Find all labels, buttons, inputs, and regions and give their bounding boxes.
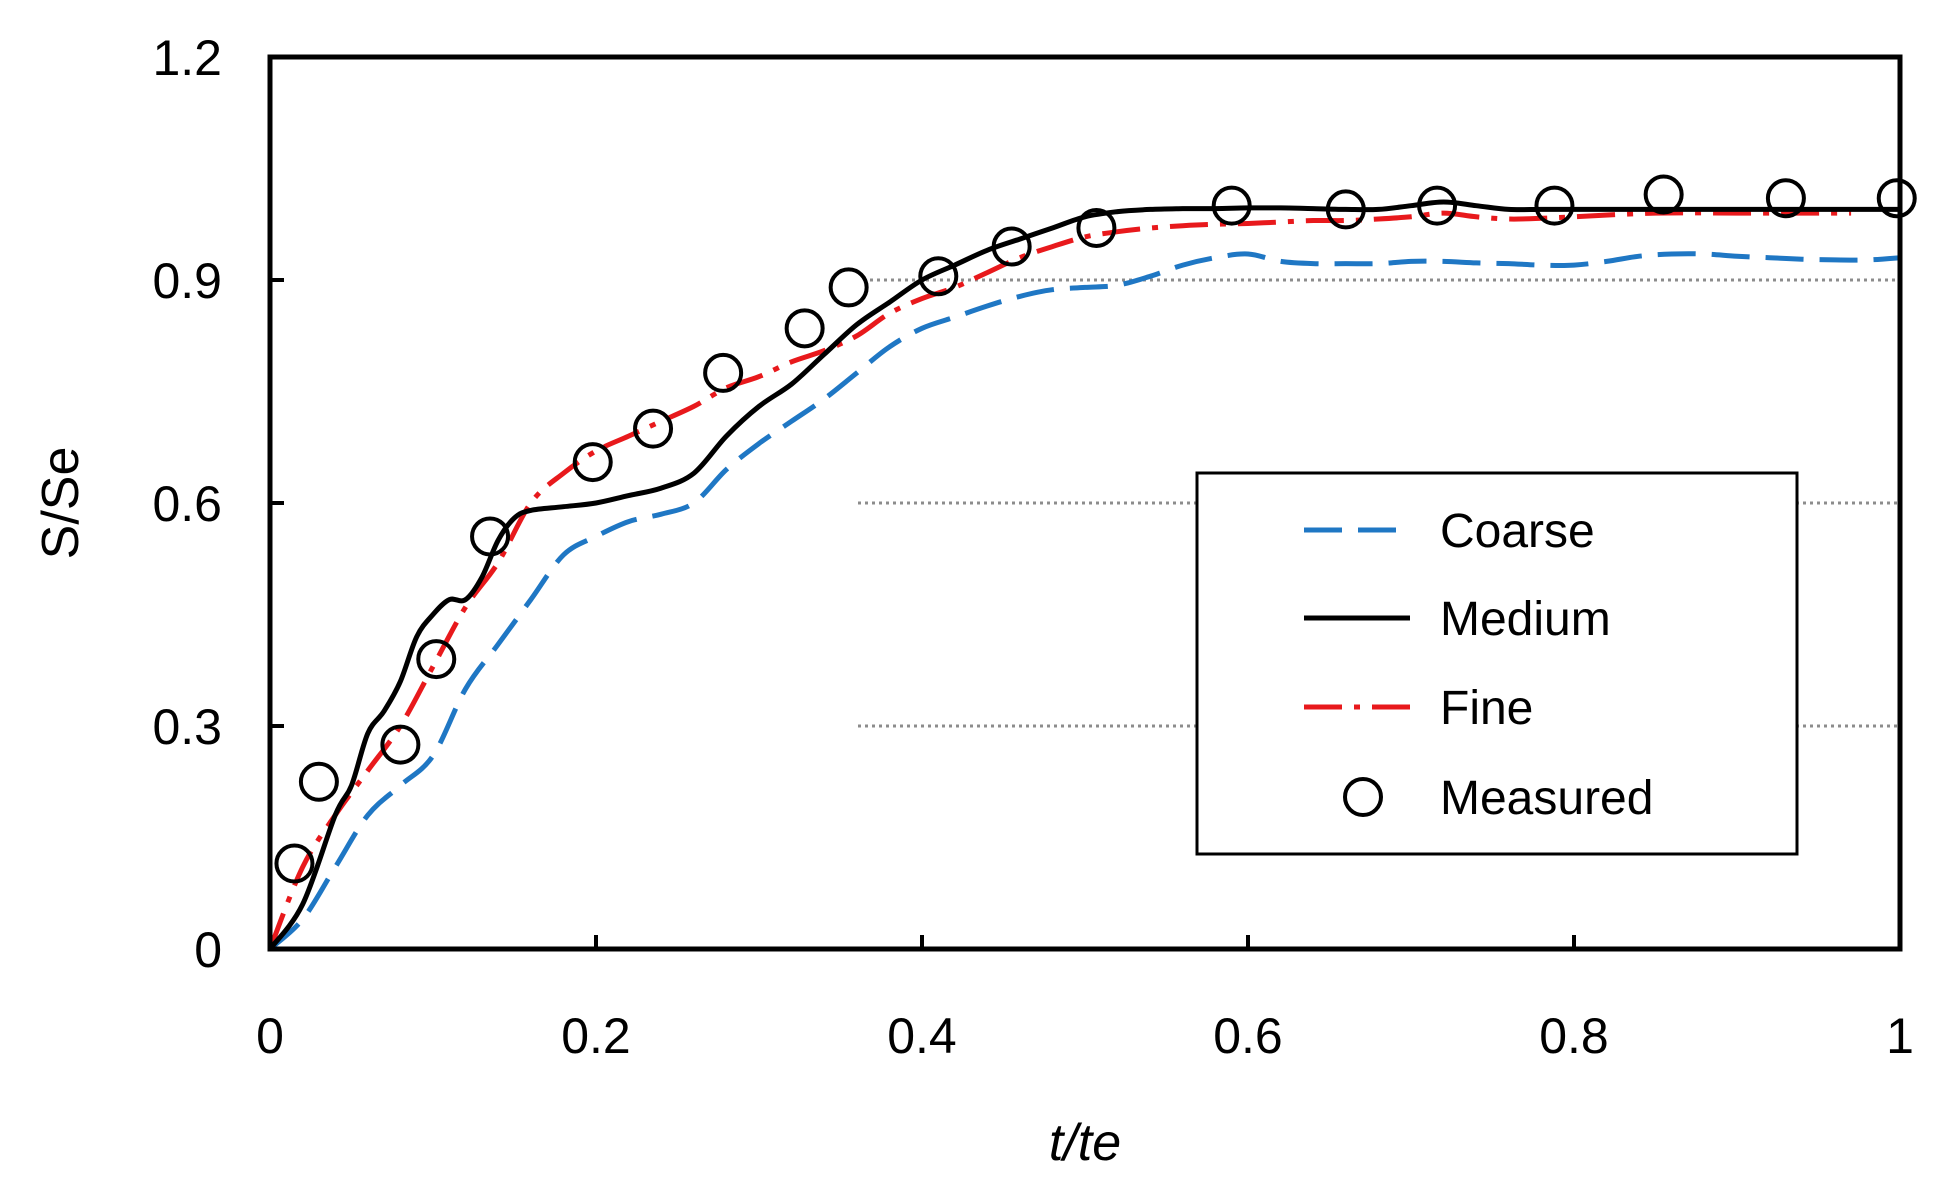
measured-point (1417, 185, 1458, 226)
x-tick-label: 0.6 (1213, 1008, 1283, 1064)
measured-point (1076, 207, 1117, 248)
series-line-fine (267, 210, 1852, 950)
x-tick-label: 0.8 (1539, 1008, 1609, 1064)
measured-point (1876, 178, 1917, 219)
measured-point (298, 761, 339, 802)
x-tick-label: 1 (1886, 1008, 1914, 1064)
measured-point (416, 639, 457, 680)
x-tick-label: 0.4 (887, 1008, 957, 1064)
measured-point (1211, 185, 1252, 226)
measured-point (703, 352, 744, 393)
legend-label-medium: Medium (1440, 593, 1611, 646)
series-line-medium (267, 199, 1900, 951)
series-layer (267, 199, 1901, 951)
measured-point (274, 843, 315, 884)
measured-point (633, 408, 674, 449)
measured-point (1765, 178, 1806, 219)
y-axis-title: S/Se (32, 447, 90, 560)
legend: Coarse Medium Fine Measured (1195, 471, 1799, 856)
y-axis-ticks: 0 0.3 0.6 0.9 1.2 (152, 30, 284, 978)
legend-label-coarse: Coarse (1440, 505, 1595, 558)
measured-point (1643, 174, 1684, 215)
measured-point (918, 256, 959, 297)
measured-point (1534, 185, 1575, 226)
measured-point (991, 226, 1032, 267)
x-tick-label: 0 (256, 1008, 284, 1064)
measured-point (572, 442, 613, 483)
legend-label-fine: Fine (1440, 682, 1533, 735)
y-tick-label: 0.9 (152, 253, 222, 309)
measured-point (1325, 189, 1366, 230)
legend-label-measured: Measured (1440, 772, 1653, 825)
y-tick-label: 0 (194, 922, 222, 978)
measured-markers (274, 174, 1917, 884)
measured-point (828, 267, 869, 308)
series-line-coarse (268, 251, 1901, 951)
measured-point (784, 308, 825, 349)
measured-point (470, 516, 511, 557)
x-axis-title: t/te (1049, 1114, 1121, 1172)
y-tick-label: 1.2 (152, 30, 222, 86)
y-tick-label: 0.6 (152, 476, 222, 532)
legend-swatch-measured (1343, 777, 1383, 817)
measured-point (380, 724, 421, 765)
y-tick-label: 0.3 (152, 699, 222, 755)
x-axis-ticks: 0 0.2 0.4 0.6 0.8 1 (256, 935, 1914, 1064)
x-tick-label: 0.2 (561, 1008, 631, 1064)
legend-box (1195, 471, 1799, 856)
